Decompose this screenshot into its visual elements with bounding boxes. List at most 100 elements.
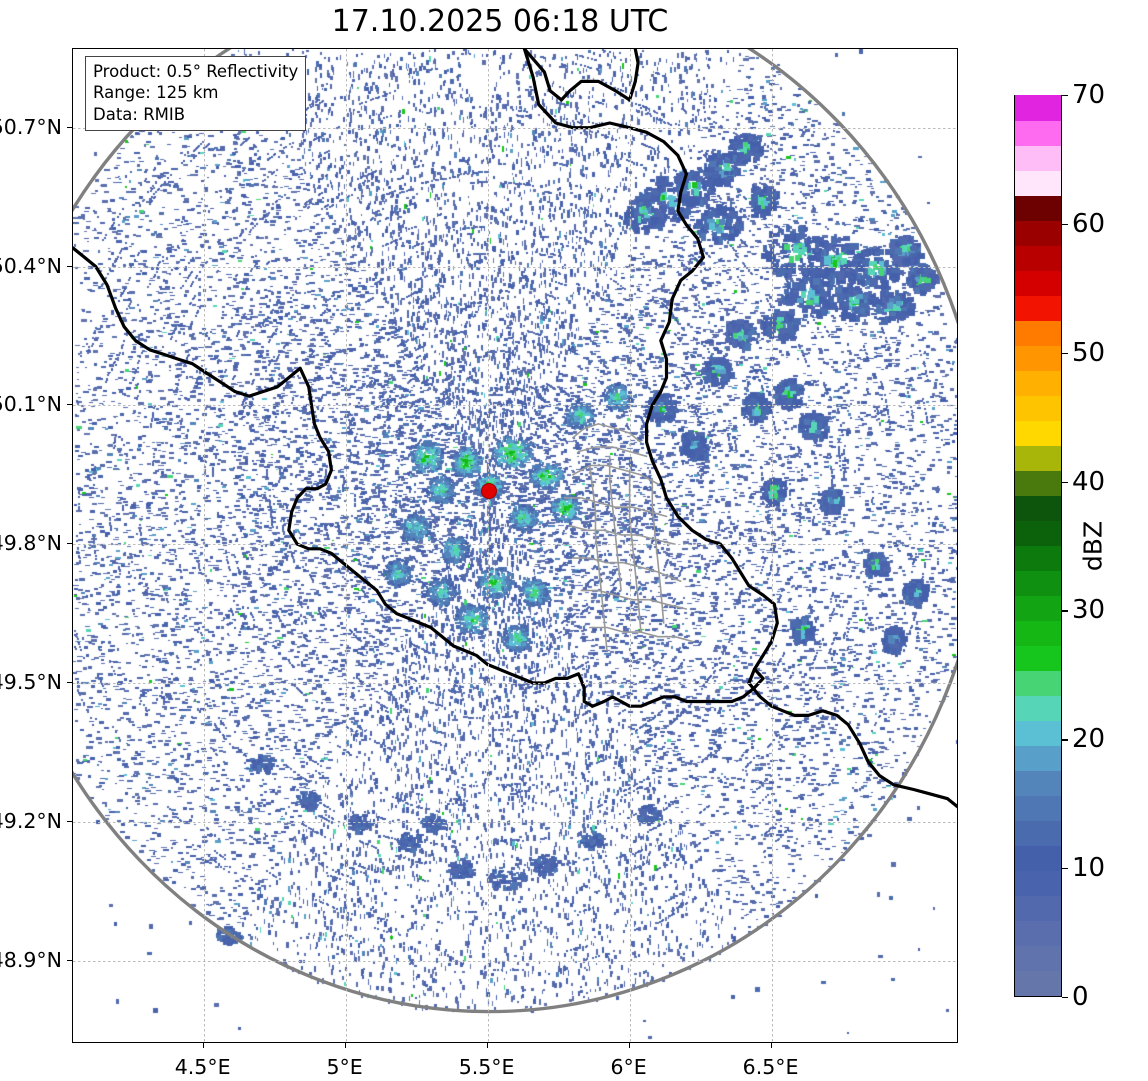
internal-border bbox=[588, 464, 608, 652]
y-axis-tick bbox=[67, 820, 72, 822]
colorbar-band bbox=[1015, 144, 1061, 171]
colorbar-band bbox=[1015, 294, 1061, 321]
colorbar-tick-label: 70 bbox=[1072, 80, 1106, 110]
gridline-vertical bbox=[629, 49, 631, 1042]
colorbar-tick bbox=[1062, 739, 1068, 741]
internal-border bbox=[571, 557, 682, 583]
gridline-vertical bbox=[203, 49, 205, 1042]
colorbar-band bbox=[1015, 319, 1061, 346]
info-range: Range: 125 km bbox=[93, 83, 219, 103]
national-border bbox=[73, 246, 765, 708]
y-axis-tick bbox=[67, 265, 72, 267]
x-axis-tick bbox=[628, 1043, 630, 1048]
internal-border bbox=[569, 524, 676, 546]
colorbar-tick bbox=[1062, 223, 1068, 226]
y-axis-label: 50.7°N bbox=[0, 114, 62, 139]
colorbar-band bbox=[1015, 919, 1061, 946]
colorbar-band bbox=[1015, 819, 1061, 847]
gridline-horizontal bbox=[73, 960, 957, 962]
colorbar-band bbox=[1015, 344, 1061, 371]
colorbar-band bbox=[1015, 644, 1061, 671]
radar-site-marker[interactable] bbox=[481, 483, 498, 500]
colorbar-band bbox=[1015, 794, 1061, 821]
colorbar-tick bbox=[1062, 610, 1068, 612]
radar-plot-area[interactable] bbox=[72, 48, 958, 1043]
radar-plot-canvas bbox=[73, 49, 957, 1042]
y-axis-tick bbox=[67, 959, 72, 961]
y-axis-label: 48.9°N bbox=[0, 947, 62, 972]
y-axis-label: 49.2°N bbox=[0, 808, 62, 833]
y-axis-tick bbox=[67, 126, 72, 128]
colorbar-band bbox=[1015, 669, 1061, 697]
internal-border bbox=[651, 478, 665, 624]
internal-border bbox=[563, 497, 668, 518]
internal-border bbox=[577, 446, 648, 458]
colorbar-band bbox=[1015, 419, 1061, 446]
internal-border bbox=[608, 455, 622, 592]
gridline-horizontal bbox=[73, 405, 957, 407]
colorbar-band bbox=[1015, 119, 1061, 146]
colorbar-band bbox=[1015, 169, 1061, 196]
gridline-vertical bbox=[771, 49, 773, 1042]
internal-border bbox=[580, 589, 688, 610]
x-axis-label: 4.5°E bbox=[174, 1055, 231, 1079]
x-axis-tick bbox=[770, 1043, 772, 1048]
product-info-box: Product: 0.5° Reflectivity Range: 125 km… bbox=[85, 56, 307, 132]
colorbar-tick bbox=[1062, 352, 1068, 354]
colorbar-tick bbox=[1062, 95, 1068, 97]
colorbar-band bbox=[1015, 194, 1061, 221]
colorbar-band bbox=[1015, 269, 1061, 296]
colorbar-band bbox=[1015, 594, 1061, 621]
colorbar-band bbox=[1015, 619, 1061, 646]
colorbar-band bbox=[1015, 694, 1061, 721]
reflectivity-colorbar[interactable] bbox=[1014, 94, 1062, 997]
colorbar-tick-label: 60 bbox=[1072, 208, 1106, 239]
colorbar-band bbox=[1015, 719, 1061, 746]
gridline-vertical bbox=[487, 49, 489, 1042]
map-overlay-layer bbox=[73, 49, 957, 1014]
colorbar-tick-label: 20 bbox=[1072, 724, 1106, 755]
colorbar-band bbox=[1015, 569, 1061, 596]
range-ring bbox=[73, 49, 957, 1014]
colorbar-band bbox=[1015, 244, 1061, 271]
page-title: 17.10.2025 06:18 UTC bbox=[331, 4, 669, 39]
colorbar-tick bbox=[1062, 868, 1068, 870]
colorbar-band bbox=[1015, 744, 1061, 771]
info-product: Product: 0.5° Reflectivity bbox=[93, 62, 299, 81]
gridline-horizontal bbox=[73, 127, 957, 129]
colorbar-band bbox=[1015, 494, 1061, 521]
x-axis-label: 5.5°E bbox=[458, 1055, 515, 1079]
y-axis-label: 49.8°N bbox=[0, 531, 62, 556]
x-axis-label: 6.5°E bbox=[742, 1055, 799, 1079]
colorbar-band bbox=[1015, 519, 1061, 546]
colorbar-tick-label: 40 bbox=[1072, 466, 1106, 497]
gridline-vertical bbox=[345, 49, 347, 1042]
gridline-horizontal bbox=[73, 544, 957, 546]
national-border bbox=[522, 49, 640, 102]
colorbar-band bbox=[1015, 544, 1061, 571]
colorbar-tick bbox=[1062, 997, 1068, 999]
colorbar-tick-label: 50 bbox=[1072, 337, 1106, 368]
internal-border bbox=[571, 464, 659, 485]
colorbar-band bbox=[1015, 969, 1061, 996]
colorbar-band bbox=[1015, 394, 1061, 421]
colorbar-tick-label: 0 bbox=[1072, 982, 1089, 1012]
x-axis-tick bbox=[486, 1043, 488, 1048]
y-axis-tick bbox=[67, 543, 72, 545]
colorbar-band bbox=[1015, 94, 1061, 121]
x-axis-tick bbox=[344, 1043, 346, 1048]
info-data: Data: RMIB bbox=[93, 104, 186, 124]
colorbar-tick-label: 10 bbox=[1072, 853, 1106, 884]
colorbar-band bbox=[1015, 369, 1061, 397]
colorbar-band bbox=[1015, 844, 1061, 871]
gridline-horizontal bbox=[73, 821, 957, 823]
colorbar-band bbox=[1015, 469, 1061, 496]
colorbar-tick-label: 30 bbox=[1072, 595, 1106, 626]
y-axis-label: 49.5°N bbox=[0, 670, 62, 695]
x-axis-label: 6°E bbox=[610, 1055, 647, 1079]
colorbar-tick bbox=[1062, 481, 1068, 483]
national-border bbox=[522, 49, 957, 809]
colorbar-band bbox=[1015, 894, 1061, 922]
colorbar-band bbox=[1015, 444, 1061, 471]
x-axis-tick bbox=[202, 1043, 204, 1048]
